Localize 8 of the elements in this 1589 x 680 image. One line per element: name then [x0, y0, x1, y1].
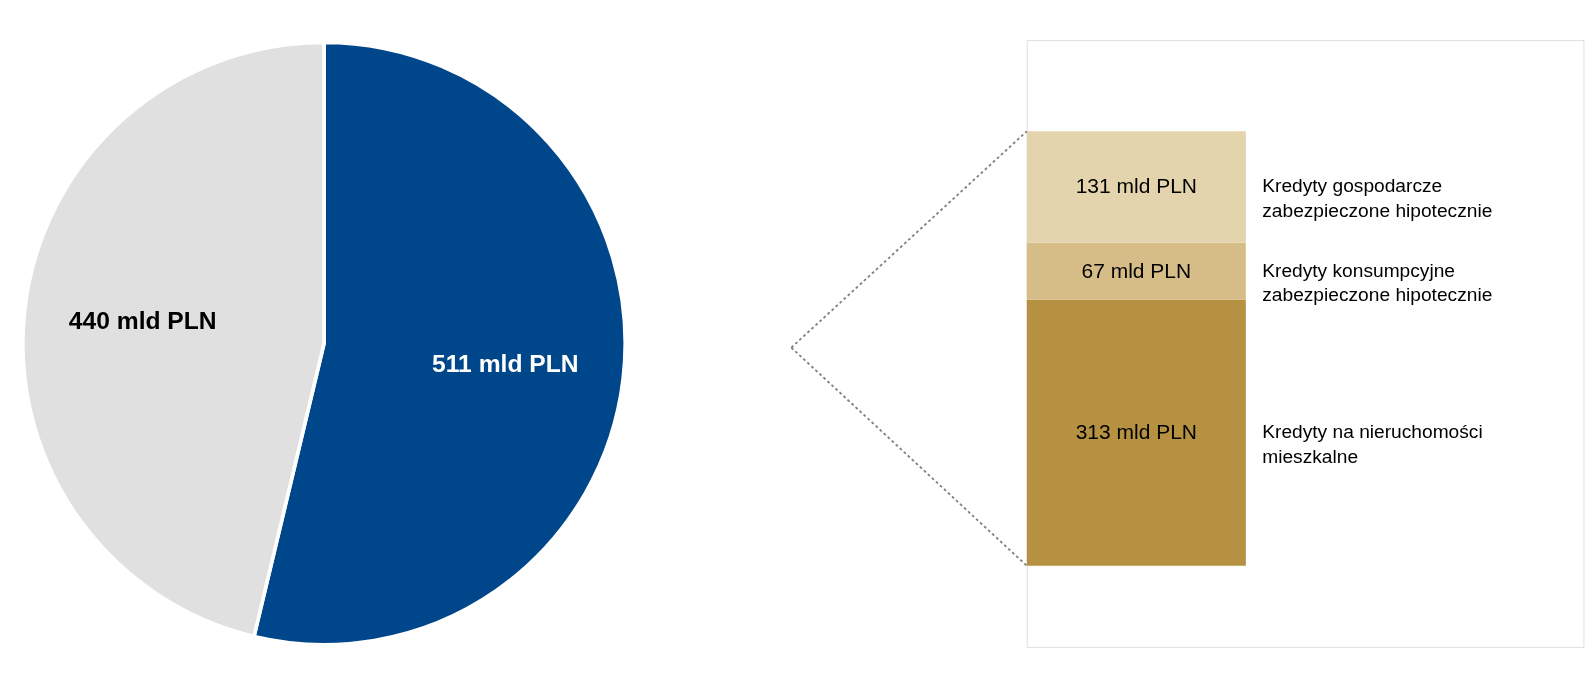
data-label: 511 mld PLN [432, 350, 579, 378]
data-label: 131 mld PLN [1075, 174, 1197, 198]
data-label: 440 mld PLN [68, 307, 217, 335]
series-label: Kredyty konsumpcyjne zabezpieczone hipotecznie [1262, 259, 1493, 306]
series-label: Kredyty na nieruchomości mieszkalne [1262, 421, 1483, 467]
data-label: 67 mld PLN [1081, 258, 1192, 282]
data-label: 313 mld PLN [1075, 420, 1197, 444]
series-label: Kredyty gospodarcze zabezpieczone hipotecznie [1262, 175, 1493, 222]
